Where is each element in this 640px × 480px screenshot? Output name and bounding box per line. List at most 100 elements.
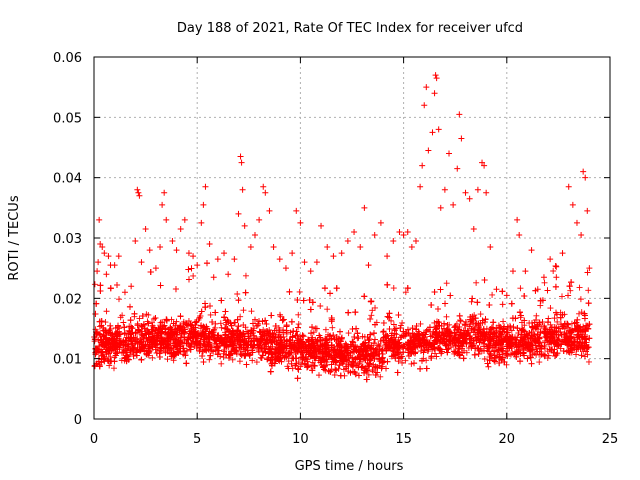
data-point bbox=[443, 313, 450, 320]
data-point bbox=[149, 319, 156, 326]
data-point bbox=[338, 344, 345, 351]
data-point bbox=[252, 316, 259, 323]
data-point bbox=[327, 290, 334, 297]
data-point bbox=[248, 308, 255, 315]
data-point bbox=[485, 348, 492, 355]
data-point bbox=[468, 298, 475, 305]
data-point bbox=[137, 339, 144, 346]
data-point bbox=[534, 348, 541, 355]
data-point bbox=[399, 359, 406, 366]
data-point bbox=[553, 263, 560, 270]
data-point bbox=[101, 355, 108, 362]
data-point bbox=[235, 323, 242, 330]
data-point bbox=[229, 356, 236, 363]
data-point bbox=[484, 345, 491, 352]
data-point bbox=[508, 327, 515, 334]
data-point bbox=[365, 363, 372, 370]
data-point bbox=[567, 287, 574, 294]
data-point bbox=[447, 292, 454, 299]
data-point bbox=[349, 338, 356, 345]
data-point bbox=[231, 319, 238, 326]
data-point bbox=[517, 285, 524, 292]
data-point bbox=[328, 335, 335, 342]
data-point bbox=[485, 363, 492, 370]
data-point bbox=[559, 311, 566, 318]
data-point bbox=[388, 317, 395, 324]
data-point bbox=[343, 345, 350, 352]
data-point bbox=[378, 365, 385, 372]
data-point bbox=[103, 308, 110, 315]
data-point bbox=[315, 372, 322, 379]
data-point bbox=[101, 353, 108, 360]
data-point bbox=[473, 279, 480, 286]
data-point bbox=[171, 352, 178, 359]
data-point bbox=[330, 332, 337, 339]
data-point bbox=[417, 320, 424, 327]
data-point bbox=[253, 323, 260, 330]
data-point bbox=[286, 288, 293, 295]
data-point bbox=[313, 325, 320, 332]
data-point bbox=[287, 329, 294, 336]
data-point bbox=[149, 354, 156, 361]
data-point bbox=[371, 336, 378, 343]
data-point bbox=[452, 334, 459, 341]
data-point bbox=[352, 309, 359, 316]
data-point bbox=[565, 349, 572, 356]
data-point bbox=[547, 321, 554, 328]
data-point bbox=[524, 355, 531, 362]
data-point bbox=[167, 324, 174, 331]
data-point bbox=[164, 356, 171, 363]
data-point bbox=[515, 330, 522, 337]
data-point bbox=[514, 325, 521, 332]
data-point bbox=[398, 333, 405, 340]
data-point bbox=[119, 312, 126, 319]
data-point bbox=[208, 347, 215, 354]
data-point bbox=[372, 304, 379, 311]
data-point bbox=[135, 326, 142, 333]
data-point bbox=[481, 277, 488, 284]
data-point bbox=[584, 351, 591, 358]
data-point bbox=[551, 315, 558, 322]
data-point bbox=[136, 315, 143, 322]
data-point bbox=[237, 313, 244, 320]
data-point bbox=[541, 279, 548, 286]
data-point bbox=[544, 355, 551, 362]
data-point bbox=[576, 284, 583, 291]
data-point bbox=[295, 321, 302, 328]
data-point bbox=[182, 352, 189, 359]
data-point bbox=[408, 360, 415, 367]
data-point bbox=[521, 328, 528, 335]
data-point bbox=[183, 347, 190, 354]
data-point bbox=[368, 312, 375, 319]
data-point bbox=[121, 329, 128, 336]
data-point bbox=[547, 305, 554, 312]
data-point bbox=[110, 365, 117, 372]
data-point bbox=[212, 338, 219, 345]
data-point bbox=[290, 355, 297, 362]
data-point bbox=[499, 288, 506, 295]
data-point bbox=[127, 331, 134, 338]
data-point bbox=[117, 341, 124, 348]
data-point bbox=[555, 325, 562, 332]
data-point bbox=[521, 317, 528, 324]
data-point bbox=[338, 334, 345, 341]
data-point bbox=[355, 334, 362, 341]
data-point bbox=[104, 356, 111, 363]
data-point bbox=[363, 376, 370, 383]
data-point bbox=[296, 288, 303, 295]
data-point bbox=[552, 262, 559, 269]
data-point bbox=[249, 357, 256, 364]
data-point bbox=[585, 287, 592, 294]
data-point bbox=[288, 360, 295, 367]
data-point bbox=[107, 353, 114, 360]
scatter-points bbox=[91, 72, 593, 383]
data-point bbox=[221, 347, 228, 354]
data-point bbox=[481, 332, 488, 339]
data-point bbox=[324, 306, 331, 313]
data-point bbox=[421, 346, 428, 353]
data-point bbox=[317, 302, 324, 309]
data-point bbox=[481, 319, 488, 326]
data-point bbox=[238, 352, 245, 359]
data-point bbox=[163, 316, 170, 323]
data-point bbox=[490, 325, 497, 332]
